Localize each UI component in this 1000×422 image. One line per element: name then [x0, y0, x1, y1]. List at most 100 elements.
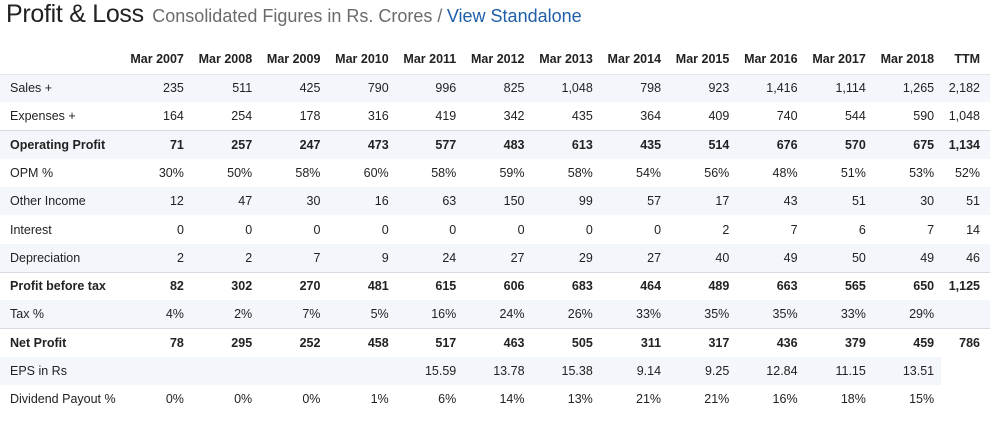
table-cell: 18%: [840, 392, 866, 407]
table-cell: 50: [804, 243, 873, 273]
table-cell: 2: [122, 243, 191, 273]
page-title: Profit & Loss: [6, 0, 144, 28]
table-cell: 11.15: [804, 356, 873, 386]
table-cell: 49: [736, 243, 805, 273]
table-cell: 379: [804, 328, 873, 357]
column-header: Mar 2009: [266, 51, 321, 66]
table-cell: 99: [531, 187, 600, 216]
table-cell: 29%: [872, 300, 942, 329]
table-cell: 676: [736, 130, 805, 159]
column-header: TTM: [954, 51, 980, 66]
column-header: Mar 2015: [675, 51, 730, 66]
table-cell: 458: [327, 328, 396, 357]
table-row: Operating Profit 71 257 247 473 577 483 613 435 5…: [0, 130, 990, 159]
table-cell: 511: [190, 73, 260, 103]
table-cell: 0: [585, 222, 593, 237]
table-cell: 33%: [804, 300, 873, 329]
row-label[interactable]: Expenses +: [10, 109, 76, 124]
column-header: Mar 2013: [539, 51, 593, 66]
table-cell: 790: [327, 73, 396, 103]
column-header: Mar 2008: [198, 51, 253, 66]
table-cell: 235: [122, 73, 191, 103]
table-cell: 683: [531, 271, 600, 301]
table-cell: 435: [571, 109, 593, 124]
table-cell: 2: [190, 243, 260, 273]
table-cell: 0: [245, 222, 253, 237]
table-cell: [327, 356, 396, 386]
table-row: OPM % 30% 50% 58% 60% 58% 59% 58% 54% 56% 48% 51% 53…: [0, 159, 990, 187]
table-cell: 54%: [636, 166, 662, 181]
table-cell: 52%: [954, 166, 980, 181]
row-label: Profit before tax: [0, 271, 123, 301]
column-header: Mar 2017: [812, 51, 866, 66]
table-cell: 615: [395, 271, 464, 301]
table-cell: 16%: [395, 300, 464, 329]
table-cell: 1%: [370, 392, 389, 407]
table-cell: 675: [872, 130, 942, 159]
table-cell: 48%: [772, 166, 798, 181]
table-cell: 252: [259, 328, 328, 357]
table-cell: 13.51: [872, 356, 942, 386]
table-cell: 26%: [531, 300, 600, 329]
column-header: Mar 2018: [880, 51, 935, 66]
table-cell: 613: [531, 130, 600, 159]
table-cell: 27: [599, 243, 669, 273]
table-cell: 544: [844, 109, 866, 124]
table-cell: 786: [941, 328, 990, 357]
row-label: Tax %: [0, 300, 123, 329]
row-label: OPM %: [10, 166, 54, 181]
table-cell: 606: [463, 271, 532, 301]
table-cell: [941, 300, 990, 329]
table-cell: 9.14: [599, 356, 669, 386]
table-cell: 1,114: [804, 73, 873, 103]
table-cell: 17: [668, 187, 737, 216]
table-cell: 30%: [158, 166, 184, 181]
table-cell: 1,265: [872, 73, 942, 103]
table-cell: 30: [872, 187, 942, 216]
table-cell: 565: [804, 271, 873, 301]
table-row: Expenses + 164 254 178 316 419 342 435 364 409 740…: [0, 102, 990, 130]
table-cell: 247: [259, 130, 328, 159]
table-cell: 0: [381, 222, 389, 237]
table-cell: 13.78: [463, 356, 532, 386]
table-cell: 316: [367, 109, 389, 124]
table-cell: 1,134: [941, 130, 990, 159]
table-cell: 4%: [122, 300, 191, 329]
table-cell: 517: [395, 328, 464, 357]
table-cell: 49: [872, 243, 942, 273]
column-header: Mar 2012: [471, 51, 525, 66]
row-label: Operating Profit: [0, 130, 123, 159]
table-cell: 590: [913, 109, 935, 124]
table-cell: 30: [259, 187, 328, 216]
table-cell: 2: [722, 222, 730, 237]
column-header-label: [0, 44, 123, 74]
table-cell: 270: [259, 271, 328, 301]
table-cell: 419: [435, 109, 457, 124]
table-cell: 364: [640, 109, 662, 124]
table-cell: 514: [668, 130, 737, 159]
page-subtitle: Consolidated Figures in Rs. Crores /: [152, 6, 443, 26]
table-cell: 463: [463, 328, 532, 357]
table-cell: 7: [927, 222, 935, 237]
table-cell: 12: [122, 187, 191, 216]
table-cell: 464: [599, 271, 669, 301]
row-label[interactable]: Sales +: [0, 73, 123, 103]
table-cell: 2%: [190, 300, 260, 329]
table-cell: 15%: [909, 392, 935, 407]
view-standalone-link[interactable]: View Standalone: [446, 6, 582, 26]
table-cell: 58%: [431, 166, 457, 181]
row-label: Interest: [10, 222, 52, 237]
table-cell: 650: [872, 271, 942, 301]
table-cell: 0%: [234, 392, 253, 407]
table-cell: 825: [463, 73, 532, 103]
table-cell: 9.25: [668, 356, 737, 386]
table-row: Other Income 12 47 30 16 63 150 99 57 17 43 51 30 51: [0, 187, 990, 216]
profit-loss-table: Mar 2007 Mar 2008 Mar 2009 Mar 2010 Mar 2011…: [0, 44, 990, 414]
table-cell: 254: [231, 109, 253, 124]
table-cell: 35%: [736, 300, 805, 329]
table-cell: 435: [599, 130, 669, 159]
table-cell: 16%: [772, 392, 798, 407]
table-cell: 425: [259, 73, 328, 103]
table-cell: 6: [858, 222, 866, 237]
table-cell: 2,182: [941, 73, 990, 103]
